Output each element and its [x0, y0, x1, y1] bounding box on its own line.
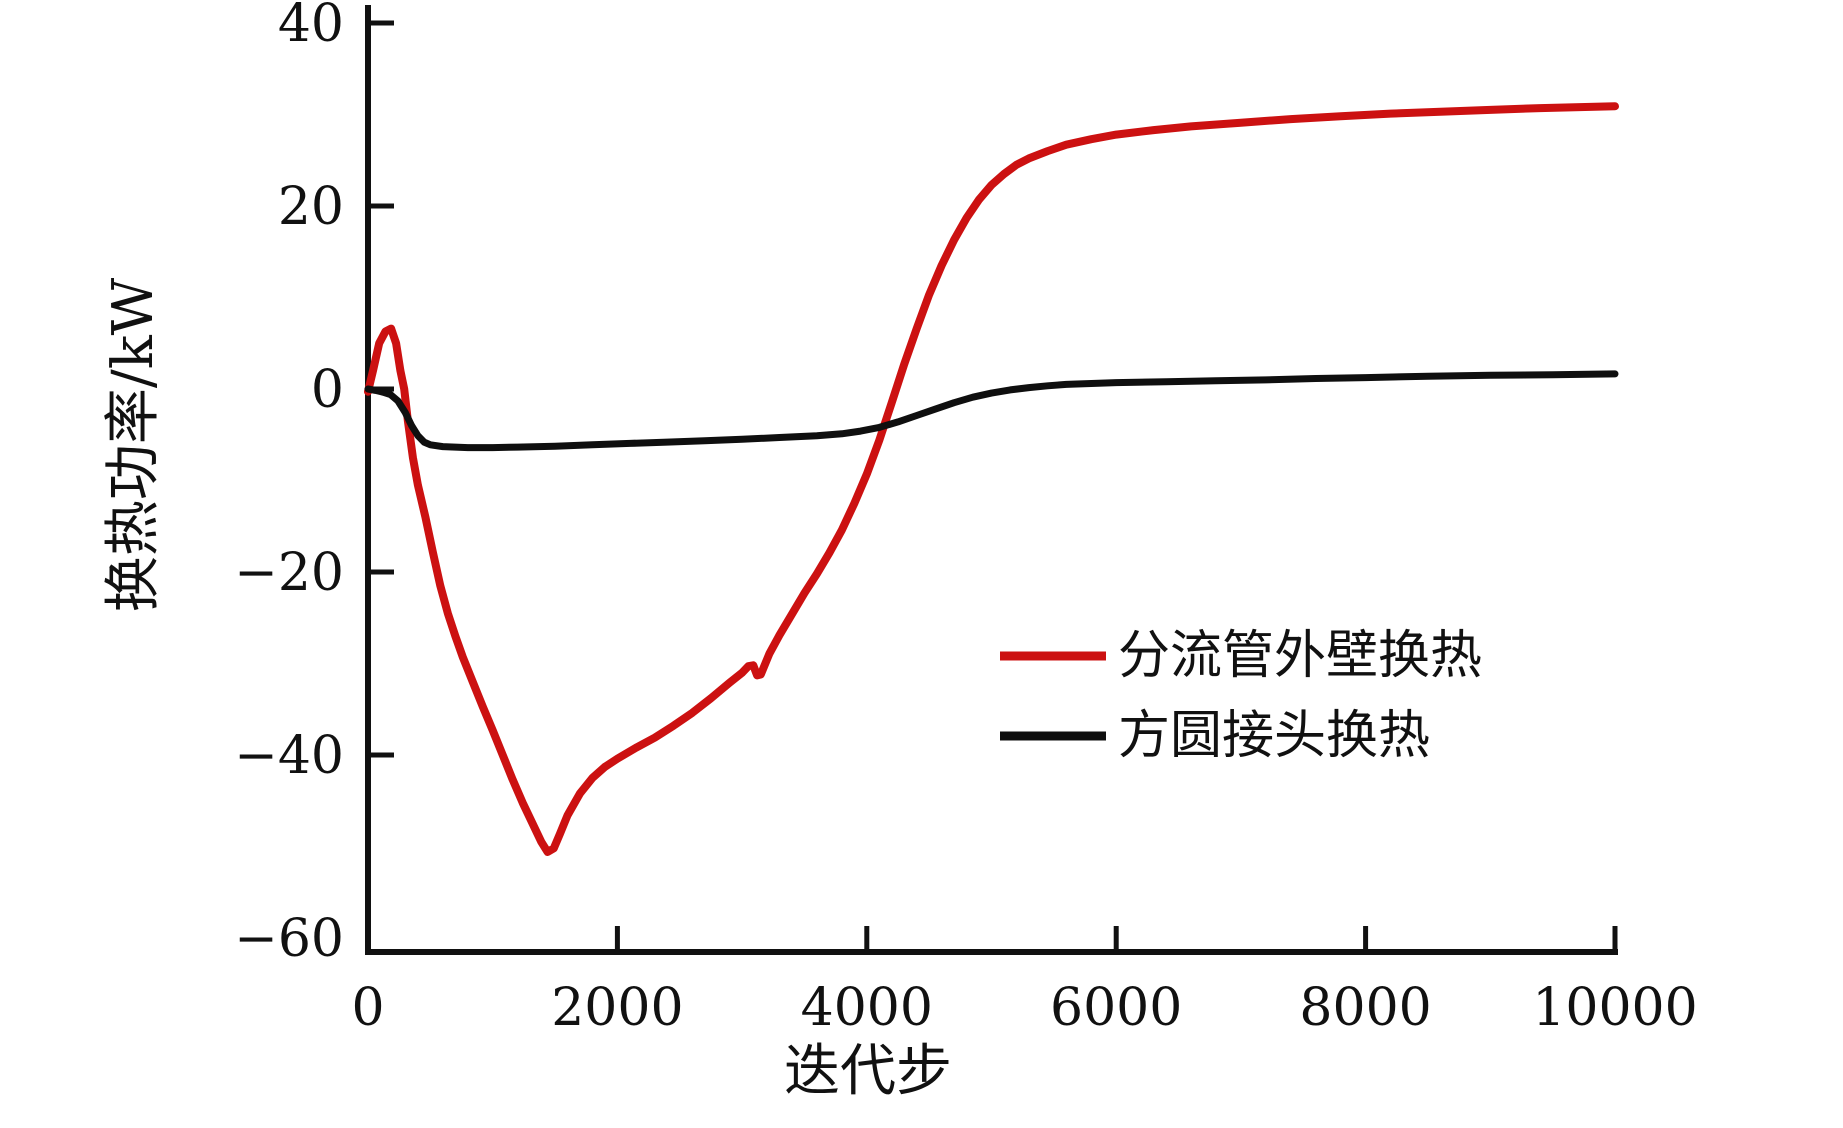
y-tick-label: 40 — [278, 0, 344, 54]
x-tick-label: 10000 — [1532, 978, 1697, 1038]
y-tick-label: 20 — [278, 177, 344, 237]
legend: 分流管外壁换热 方圆接头换热 — [1000, 626, 1482, 766]
legend-label-series-1: 方圆接头换热 — [1118, 706, 1430, 766]
x-axis-ticks — [614, 926, 1618, 952]
y-tick-label: −60 — [234, 909, 344, 969]
x-tick-label: 6000 — [1050, 978, 1182, 1038]
x-tick-label: 8000 — [1299, 978, 1431, 1038]
y-tick-label: 0 — [311, 360, 344, 420]
y-axis-ticks — [368, 20, 394, 758]
series-lines — [364, 102, 1619, 856]
axes-spine — [365, 5, 1618, 955]
x-axis-title: 迭代步 — [784, 1039, 952, 1104]
legend-label-series-0: 分流管外壁换热 — [1118, 626, 1482, 686]
x-tick-label: 0 — [351, 978, 384, 1038]
y-tick-label: −40 — [234, 726, 344, 786]
y-axis-tick-labels: 40 20 0 −20 −40 −60 — [234, 0, 344, 969]
series-line-0 — [364, 102, 1619, 856]
y-axis-title: 换热功率/kW — [101, 277, 166, 612]
series-line-1 — [364, 370, 1619, 452]
x-tick-label: 4000 — [801, 978, 933, 1038]
x-axis-tick-labels: 0 2000 4000 6000 8000 10000 — [351, 978, 1697, 1038]
x-tick-label: 2000 — [551, 978, 683, 1038]
y-tick-label: −20 — [234, 543, 344, 603]
